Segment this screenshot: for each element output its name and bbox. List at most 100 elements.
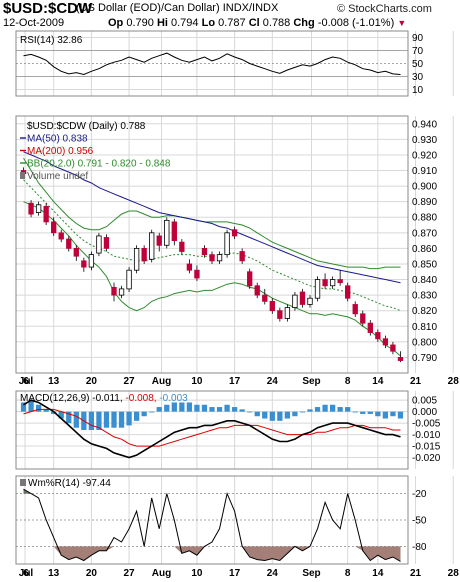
candle-body [382, 338, 389, 346]
candle-body [103, 237, 110, 249]
macd-histogram-bar [73, 411, 79, 428]
macd-histogram-bar [299, 411, 306, 413]
macd-histogram-bar [164, 404, 170, 412]
macd-histogram-bar [360, 411, 366, 414]
candle-body [216, 254, 223, 262]
candle-body [43, 205, 49, 223]
rsi-line [23, 52, 401, 76]
rsi-tick-label: 70 [412, 46, 424, 57]
candle-body [322, 279, 328, 287]
x-axis-label: Sep [302, 376, 320, 387]
candle-body [239, 251, 245, 262]
macd-histogram-bar [118, 411, 125, 428]
candle-body [66, 238, 72, 249]
candle-body [118, 288, 125, 296]
x-axis-label: 13 [48, 376, 60, 387]
candle-body [88, 254, 95, 268]
price-legend-item: $USD:$CDW (Daily) 0.788 [27, 121, 146, 132]
symbol-title: $USD:$CDW [3, 0, 93, 17]
x-axis-label-bottom: 13 [48, 568, 60, 579]
willr-label-value: -97.44 [82, 478, 111, 489]
candle-body [367, 322, 373, 333]
willr-label-name: Wm%R(14) [28, 478, 82, 489]
macd-histogram-bar [96, 411, 102, 430]
macd-histogram-bar [201, 404, 208, 412]
bb-upper-line [23, 157, 401, 270]
candle-body [164, 219, 170, 246]
macd-histogram-bar [103, 411, 110, 428]
price-tick-label: 0.830 [412, 291, 437, 302]
rsi-title: RSI(14) 32.86 [20, 35, 83, 46]
description-text: (US Dollar (EOD)/Can Dollar) [76, 2, 220, 14]
price-tick-label: 0.810 [412, 322, 437, 333]
candle-body [141, 247, 147, 262]
willr-overbought-fill [23, 489, 401, 494]
x-axis-label-bottom: 8 [345, 568, 351, 579]
price-legend-item: MA(50) 0.838 [27, 134, 88, 145]
macd-histogram-bar [307, 409, 313, 412]
macd-tick-label: -0.015 [412, 442, 441, 453]
rsi-tick-label: 30 [412, 72, 424, 83]
price-tick-label: 0.840 [412, 275, 437, 286]
macd-label-v2: -0.008, [125, 393, 159, 404]
macd-histogram-bar [277, 411, 283, 421]
rsi-tick-label: 50 [412, 59, 424, 70]
price-tick-label: 0.900 [412, 182, 437, 193]
candle-body [209, 254, 215, 262]
macd-histogram-bar [375, 411, 381, 417]
x-axis-label-bottom: 28 [448, 568, 460, 579]
candle-body [231, 229, 238, 237]
willr-panel-frame [15, 475, 409, 565]
price-tick-label: 0.890 [412, 197, 437, 208]
candle-body [345, 285, 351, 299]
candle-body [201, 247, 208, 256]
macd-tick-label: 0.000 [412, 407, 437, 418]
x-axis-label: 20 [86, 376, 98, 387]
candle-body [111, 286, 117, 296]
price-tick-label: 0.790 [412, 353, 437, 364]
x-axis-label: 8 [345, 376, 351, 387]
x-axis-label: 27 [124, 376, 136, 387]
x-axis-label-bottom: 20 [86, 568, 98, 579]
macd-label-name: MACD(12,26,9) [20, 393, 92, 404]
brand-watermark: © StockCharts.com [337, 3, 432, 15]
x-axis-label: 21 [410, 376, 422, 387]
macd-histogram-bar [111, 411, 117, 428]
x-axis-label: Jul [19, 376, 34, 387]
exchange-text: INDX/INDX [222, 2, 279, 14]
macd-tick-label: -0.020 [412, 453, 441, 464]
macd-histogram-bar [329, 404, 336, 412]
candle-body [337, 279, 343, 284]
price-legend-item: BB(20,2.0) 0.791 - 0.820 - 0.848 [27, 159, 171, 170]
high-value: 0.794 [171, 17, 199, 29]
candle-body [133, 247, 140, 271]
macd-histogram-bar [322, 404, 328, 412]
macd-histogram-bar [51, 411, 57, 414]
quote-date: 12-Oct-2009 [3, 17, 65, 29]
macd-histogram-bar [43, 409, 49, 412]
macd-histogram-bar [224, 404, 230, 412]
x-axis-label-bottom: Aug [152, 568, 171, 579]
x-axis-label-bottom: 24 [267, 568, 279, 579]
candle-body [81, 260, 87, 268]
x-axis-label: 17 [229, 376, 241, 387]
macd-histogram-bar [247, 411, 253, 413]
willr-line [23, 488, 401, 562]
price-tick-label: 0.870 [412, 228, 437, 239]
candle-body [126, 269, 132, 290]
open-value: 0.790 [126, 17, 154, 29]
macd-histogram-bar [382, 411, 389, 419]
macd-histogram-bar [367, 411, 373, 414]
candle-body [360, 313, 366, 324]
candle-body [269, 300, 275, 312]
price-panel-frame [15, 115, 409, 374]
price-legend-item: MA(200) 0.956 [27, 146, 94, 157]
rsi-label-value: 32.86 [57, 35, 82, 46]
willr-tick-label: -20 [412, 489, 427, 500]
x-axis-label-bottom: 6 [23, 568, 29, 579]
change-value: -0.008 (-1.01%) [317, 17, 395, 29]
macd-histogram-bar [133, 411, 140, 421]
candle-body [299, 291, 306, 305]
candle-body [254, 285, 260, 296]
